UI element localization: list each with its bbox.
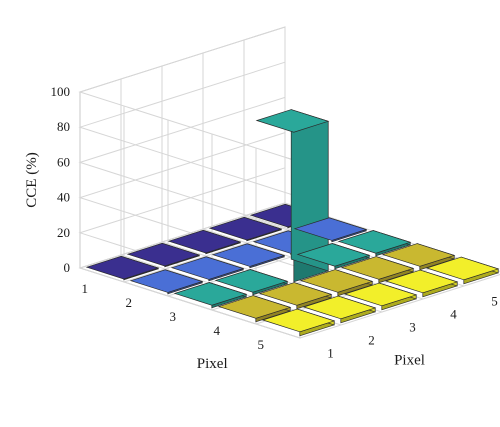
z-gridline	[78, 61, 301, 198]
bar-face-top	[296, 243, 371, 267]
bar-face-top	[299, 269, 374, 293]
bar-4-3	[299, 269, 374, 297]
bar-face-top	[261, 308, 336, 333]
x-axis-label: Pixel	[197, 356, 228, 372]
bar-4-2	[258, 282, 333, 310]
bar-face-top	[293, 217, 368, 241]
z-tick-label: 40	[57, 190, 70, 205]
y-tick-label: 3	[409, 320, 416, 335]
bar-4-1	[217, 295, 292, 323]
bar-2-3	[211, 243, 286, 269]
bar-face-top	[381, 243, 456, 267]
floor-gridline	[79, 267, 301, 339]
bar-5-1	[261, 308, 336, 337]
bar-face-top	[129, 269, 204, 293]
bar-1-3	[167, 229, 242, 255]
floor-gridline	[79, 202, 286, 269]
bar-face-top	[170, 256, 245, 280]
tick-labels: 0 20 40 60 80 100 1 2 3 4 5 1 2 3 4 5	[51, 84, 498, 361]
floor-gridline	[299, 274, 500, 339]
bar-2-5	[293, 217, 368, 243]
bar-4-4	[340, 256, 415, 284]
bar-face-top	[217, 295, 292, 319]
bar-face-top	[425, 256, 500, 281]
y-tick-label: 4	[450, 307, 457, 322]
bar-face-top	[167, 229, 242, 254]
bar-5-4	[384, 269, 459, 298]
y-axis-label: Pixel	[394, 353, 425, 369]
y-tick-label: 1	[327, 346, 334, 361]
bar-5-3	[343, 282, 418, 311]
bar-face-top	[126, 242, 201, 267]
x-tick-label: 3	[170, 309, 177, 324]
bar-3-2	[214, 269, 289, 296]
bar-3-5	[337, 230, 412, 257]
bar-1-4	[208, 216, 283, 242]
z-tick-label: 80	[57, 119, 70, 134]
bar-3-4	[296, 243, 371, 270]
z-tick-label: 0	[64, 260, 71, 275]
bar-face-top	[384, 269, 459, 294]
bar-face-top	[255, 109, 330, 133]
z-tick-label: 100	[51, 84, 71, 99]
z-axis-label: CCE (%)	[24, 152, 40, 207]
bar-face-top	[337, 230, 412, 254]
z-tick-label: 20	[57, 225, 70, 240]
z-gridline	[78, 96, 301, 233]
bar-5-5	[425, 256, 500, 285]
bar-5-2	[302, 295, 377, 324]
x-tick-label: 2	[126, 295, 133, 310]
x-tick-label: 5	[258, 337, 265, 352]
bar-face-top	[258, 282, 333, 306]
bar-face-top	[340, 256, 415, 280]
z-gridline	[78, 26, 301, 163]
bar-face-top	[302, 295, 377, 320]
x-tick-label: 1	[82, 281, 89, 296]
bar-face-top	[173, 282, 248, 306]
bar-2-2	[170, 256, 245, 282]
bar-face-top	[214, 269, 289, 293]
bar-1-2	[126, 242, 201, 268]
bars	[85, 109, 500, 337]
bar-3-1	[173, 282, 248, 309]
y-tick-label: 5	[491, 294, 498, 309]
z-tick-label: 60	[57, 154, 70, 169]
bar-face-top	[343, 282, 418, 307]
bar-face-top	[85, 255, 160, 280]
y-tick-label: 2	[368, 333, 375, 348]
bar-2-1	[129, 269, 204, 295]
bar-face-top	[211, 243, 286, 267]
x-tick-label: 4	[214, 323, 221, 338]
bar-face-top	[208, 216, 283, 241]
bar-4-5	[381, 243, 456, 271]
bar-1-1	[85, 255, 160, 281]
